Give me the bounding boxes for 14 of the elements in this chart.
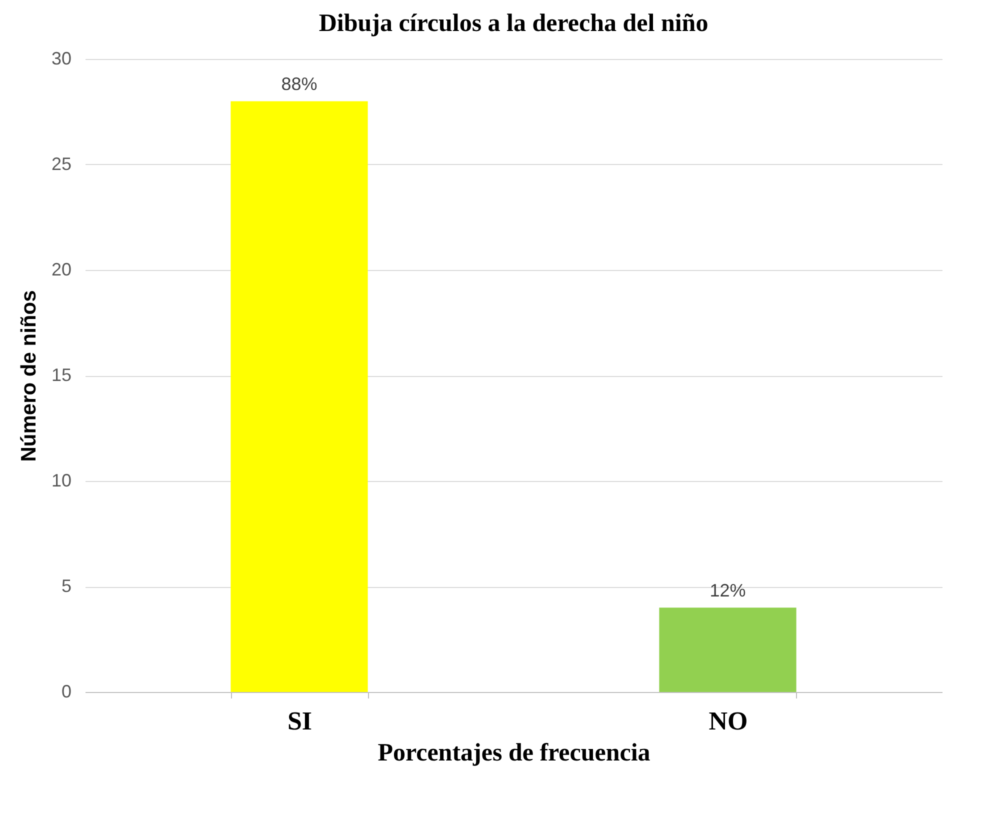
y-tick-label: 25 xyxy=(51,154,72,174)
chart-title: Dibuja círculos a la derecha del niño xyxy=(318,10,708,37)
y-tick-label: 5 xyxy=(61,576,72,596)
y-tick-label: 20 xyxy=(51,260,72,280)
y-tick-label: 30 xyxy=(51,48,72,68)
y-tick-label: 15 xyxy=(51,365,72,385)
annotation: 88% xyxy=(281,74,318,94)
annotation: 12% xyxy=(710,580,746,601)
y-tick-label: 10 xyxy=(51,470,72,490)
x-tick-label: NO xyxy=(708,706,748,736)
y-tick-label: 0 xyxy=(61,682,72,702)
x-tick-label: SI xyxy=(287,706,312,736)
x-axis-title: Porcentajes de frecuencia xyxy=(378,740,651,766)
y-axis-title: Número de niños xyxy=(17,290,40,462)
